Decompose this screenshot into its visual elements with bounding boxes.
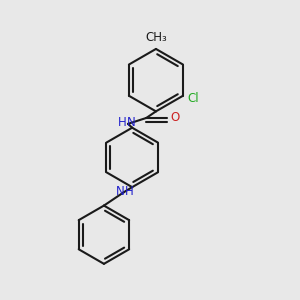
Text: Cl: Cl: [188, 92, 199, 105]
Text: O: O: [171, 111, 180, 124]
Text: H: H: [118, 116, 127, 130]
Text: CH₃: CH₃: [145, 31, 167, 44]
Text: N: N: [116, 185, 125, 198]
Text: N: N: [127, 116, 135, 130]
Text: H: H: [125, 185, 134, 198]
